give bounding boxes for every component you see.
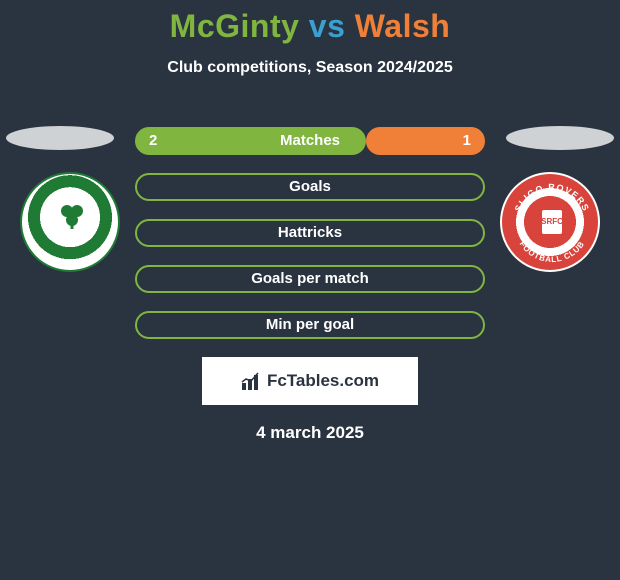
stat-value-left: 2: [149, 127, 157, 155]
brand-text: FcTables.com: [267, 371, 379, 391]
player-silhouette-left: [6, 126, 114, 150]
title-sep: vs: [309, 8, 346, 44]
stat-value-right: 1: [463, 127, 471, 155]
player-left-name: McGinty: [170, 8, 300, 44]
svg-text:SLIGO ROVERS: SLIGO ROVERS: [513, 182, 592, 213]
player-silhouette-right: [506, 126, 614, 150]
comparison-card: McGinty vs Walsh Club competitions, Seas…: [0, 0, 620, 443]
brand-box: FcTables.com: [202, 357, 418, 405]
shamrock-rovers-crest-icon: [20, 172, 120, 272]
club-badge-left: [20, 172, 120, 272]
club-badge-right: SLIGO ROVERS FOOTBALL CLUB SRFC: [500, 172, 600, 272]
date-text: 4 march 2025: [0, 423, 620, 443]
player-right-name: Walsh: [355, 8, 451, 44]
subtitle: Club competitions, Season 2024/2025: [0, 59, 620, 77]
stats-panel: Matches2 1 Goals Hattricks Goals per match Mi…: [135, 127, 485, 339]
stat-row: Hattricks: [135, 219, 485, 247]
sligo-rovers-crest-icon: SLIGO ROVERS FOOTBALL CLUB SRFC: [500, 172, 600, 272]
stat-row: Goals: [135, 173, 485, 201]
svg-text:FOOTBALL CLUB: FOOTBALL CLUB: [518, 239, 587, 264]
stat-label: Matches: [135, 127, 485, 155]
stat-label: Min per goal: [135, 311, 485, 339]
stat-label: Hattricks: [135, 219, 485, 247]
stat-row: Min per goal: [135, 311, 485, 339]
shamrock-icon: [58, 202, 86, 230]
stat-row: Goals per match: [135, 265, 485, 293]
chart-bars-icon: [241, 371, 263, 391]
stat-row: Matches2 1: [135, 127, 485, 155]
page-title: McGinty vs Walsh: [0, 0, 620, 45]
stat-label: Goals: [135, 173, 485, 201]
crest-text-icon: SLIGO ROVERS FOOTBALL CLUB SRFC: [502, 174, 602, 274]
stat-label: Goals per match: [135, 265, 485, 293]
svg-text:SRFC: SRFC: [541, 217, 563, 226]
